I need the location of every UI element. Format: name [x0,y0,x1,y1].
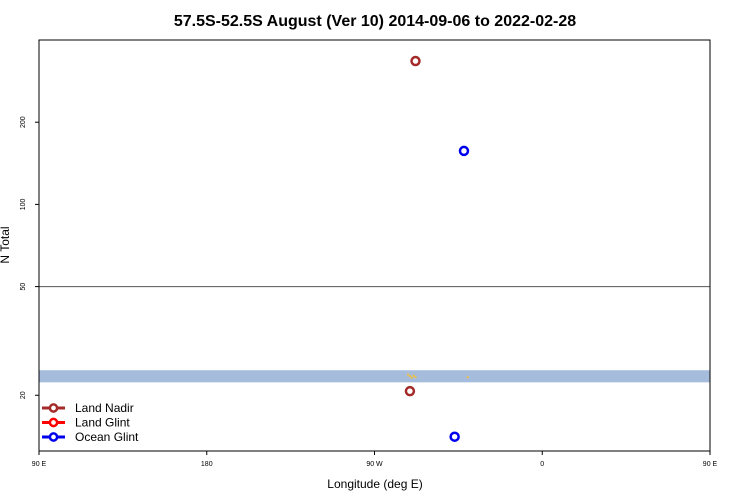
chart-title: 57.5S-52.5S August (Ver 10) 2014-09-06 t… [174,13,576,30]
minor-mark [408,375,412,378]
y-tick-label: 200 [20,116,27,128]
ocean-glint-point [449,431,460,442]
legend-label-land-nadir: Land Nadir [75,401,134,415]
legend-label-land-glint: Land Glint [75,416,130,430]
y-tick-label: 100 [20,198,27,210]
legend-marker-land-glint [48,417,59,428]
minor-mark [412,374,415,377]
plot-area [39,55,710,442]
land-nadir-point [410,55,421,67]
x-axis-label: Longitude (deg E) [327,477,422,491]
y-axis: 20 50 100 200 [20,116,39,399]
x-tick-label: 180 [201,461,213,468]
y-tick-label: 20 [20,391,27,399]
y-tick-label: 50 [20,283,27,291]
legend-marker-ocean-glint [48,432,59,442]
ocean-glint-point [458,145,470,157]
x-tick-label: 90 W [366,461,383,468]
minor-mark [466,376,469,379]
minor-mark [410,376,413,379]
shaded-band [39,370,710,383]
y-axis-label: N Total [0,226,12,263]
x-tick-label: 90 E [703,461,718,468]
minor-mark [414,376,417,379]
legend-label-ocean-glint: Ocean Glint [75,430,139,444]
minor-mark [406,373,410,376]
legend-marker-land-nadir [48,403,59,413]
x-tick-label: 90 E [32,461,47,468]
x-axis: 90 E 180 90 W 0 90 E [32,451,718,468]
plot-frame [38,39,711,452]
x-tick-label: 0 [540,461,544,468]
land-nadir-point [404,385,416,397]
